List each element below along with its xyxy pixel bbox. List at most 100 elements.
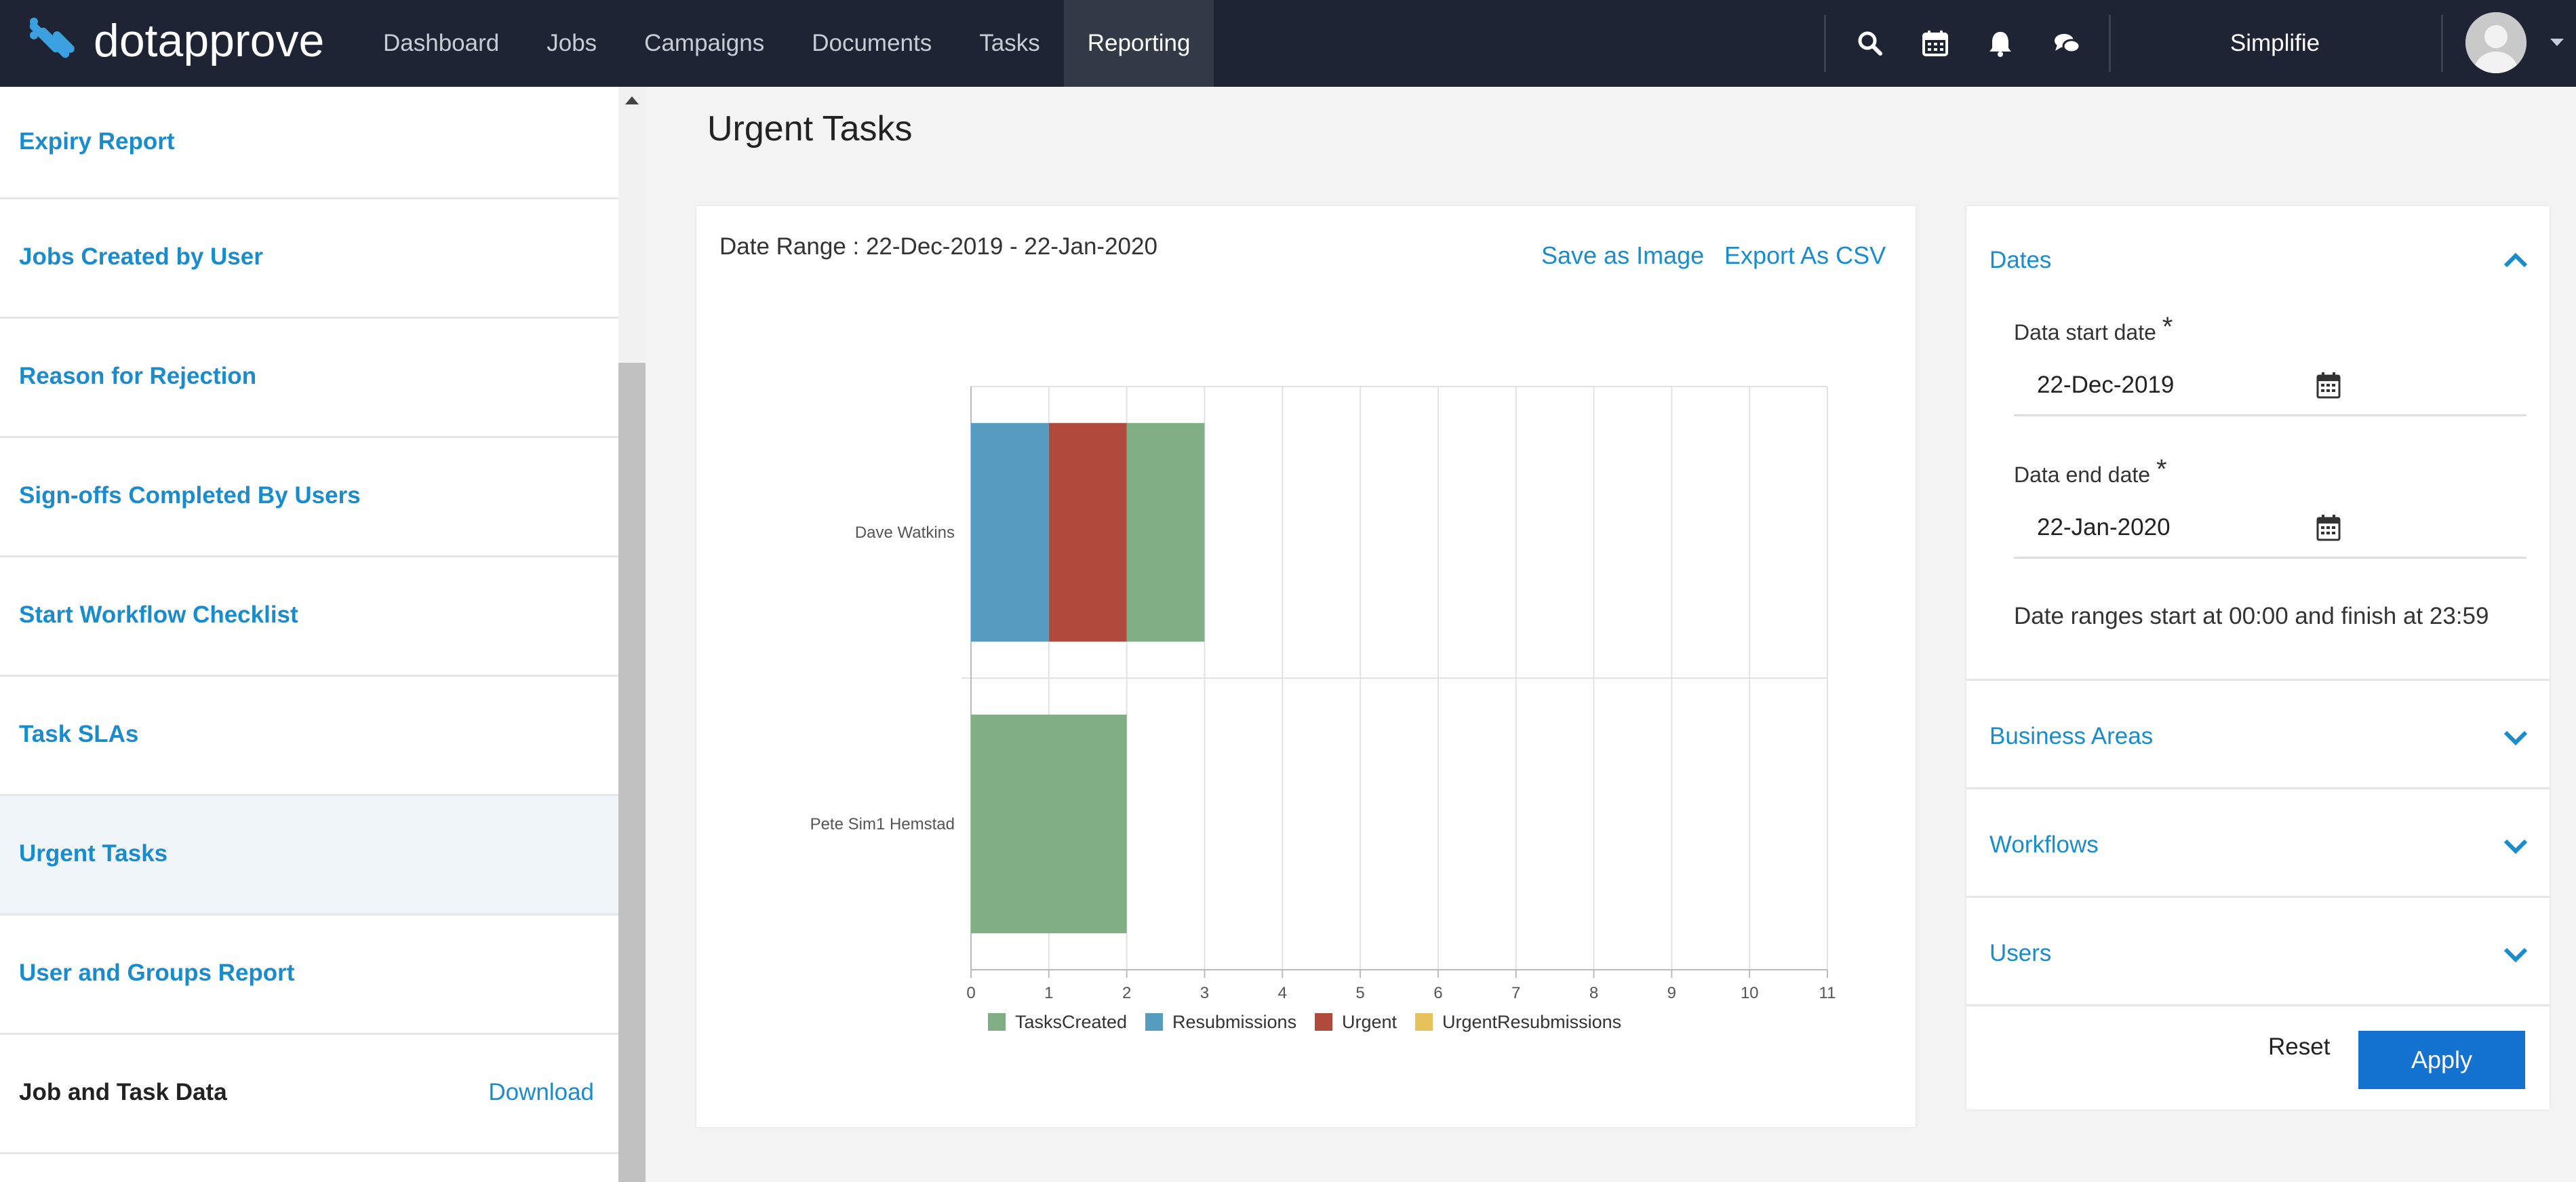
search-icon[interactable]	[1857, 30, 1884, 57]
start-date-label: Data start date *	[2014, 312, 2173, 347]
user-silhouette-icon	[2465, 12, 2527, 73]
top-navigation-bar: dotapprove Dashboard Jobs Campaigns Docu…	[0, 0, 2576, 87]
start-date-label-text: Data start date	[2014, 320, 2156, 344]
calendar-icon[interactable]	[2316, 372, 2341, 399]
sidebar-scrollbar-thumb[interactable]	[618, 363, 646, 1182]
download-link[interactable]: Download	[488, 1079, 594, 1105]
x-tick-label: 11	[1819, 984, 1836, 1002]
start-date-field[interactable]: 22-Dec-2019	[2014, 357, 2527, 416]
users-section[interactable]: Users	[1966, 898, 2550, 1006]
x-tick-label: 7	[1511, 984, 1520, 1002]
sidebar-item-job-and-task-data: Job and Task Data Download	[0, 1035, 618, 1154]
sidebar-item-expiry-report[interactable]: Expiry Report	[0, 87, 618, 199]
calendar-icon[interactable]	[2316, 514, 2341, 541]
avatar[interactable]	[2465, 12, 2527, 73]
nav-divider	[1824, 15, 1826, 72]
sidebar-item-user-and-groups-report[interactable]: User and Groups Report	[0, 915, 618, 1035]
bar-urgent	[1048, 422, 1127, 642]
nav-dashboard[interactable]: Dashboard	[383, 30, 500, 56]
sidebar-item-urgent-tasks[interactable]: Urgent Tasks	[0, 796, 618, 915]
dates-section-title[interactable]: Dates	[1989, 247, 2052, 273]
users-title[interactable]: Users	[1989, 940, 2052, 966]
workflows-title[interactable]: Workflows	[1989, 831, 2099, 858]
sidebar-item-label: Task SLAs	[19, 721, 139, 747]
logo-icon	[29, 18, 75, 58]
chevron-down-icon[interactable]	[2503, 730, 2528, 746]
nav-jobs[interactable]: Jobs	[547, 30, 597, 56]
main-nav: Dashboard Jobs Campaigns Documents Tasks…	[359, 0, 1214, 87]
legend-swatch	[1415, 1013, 1433, 1031]
x-tick-label: 1	[1044, 984, 1053, 1002]
save-as-image-link[interactable]: Save as Image	[1541, 241, 1705, 269]
bell-icon[interactable]	[1987, 30, 2014, 57]
x-tick-label: 0	[966, 984, 975, 1002]
nav-tasks[interactable]: Tasks	[979, 30, 1040, 56]
chevron-down-icon[interactable]	[2503, 838, 2528, 854]
legend-label: TasksCreated	[1015, 1012, 1127, 1032]
end-date-label-text: Data end date	[2014, 462, 2151, 487]
start-date-value: 22-Dec-2019	[2037, 372, 2175, 398]
nav-divider	[2109, 15, 2111, 72]
chevron-down-icon[interactable]	[2503, 947, 2528, 963]
legend-label: Urgent	[1342, 1012, 1398, 1032]
legend-label: Resubmissions	[1172, 1012, 1296, 1032]
chevron-up-icon[interactable]	[2503, 252, 2528, 269]
date-range-hint: Date ranges start at 00:00 and finish at…	[2014, 603, 2489, 629]
export-csv-link[interactable]: Export As CSV	[1724, 241, 1886, 269]
legend-swatch	[1145, 1013, 1163, 1031]
x-tick-label: 10	[1741, 984, 1759, 1002]
x-tick-label: 4	[1278, 984, 1287, 1002]
logo[interactable]: dotapprove	[27, 15, 324, 66]
date-range-label: Date Range : 22-Dec-2019 - 22-Jan-2020	[719, 233, 1157, 260]
organization-name[interactable]: Simplifie	[2230, 30, 2320, 56]
nav-reporting[interactable]: Reporting	[1063, 0, 1214, 87]
sidebar-item-sign-offs-completed[interactable]: Sign-offs Completed By Users	[0, 438, 618, 557]
legend-label: UrgentResubmissions	[1442, 1012, 1621, 1032]
bar-taskscreated	[1126, 422, 1205, 642]
required-mark: *	[2162, 312, 2173, 342]
x-tick-label: 9	[1667, 984, 1676, 1002]
sidebar-item-reason-for-rejection[interactable]: Reason for Rejection	[0, 319, 618, 438]
bar-taskscreated	[971, 714, 1127, 934]
filter-panel: Dates Data start date * 22-Dec-2019 Data…	[1966, 206, 2550, 1109]
dates-section: Dates Data start date * 22-Dec-2019 Data…	[1966, 206, 2550, 681]
bar-resubmissions	[971, 422, 1049, 642]
nav-campaigns[interactable]: Campaigns	[644, 30, 765, 56]
business-areas-title[interactable]: Business Areas	[1989, 723, 2154, 749]
chat-icon[interactable]	[2053, 30, 2080, 57]
sidebar-item-label: Urgent Tasks	[19, 840, 168, 867]
sidebar-item-task-slas[interactable]: Task SLAs	[0, 677, 618, 796]
sidebar-item-label: User and Groups Report	[19, 960, 295, 986]
calendar-icon[interactable]	[1922, 30, 1949, 57]
sidebar-item-start-workflow-checklist[interactable]: Start Workflow Checklist	[0, 557, 618, 677]
scroll-up-arrow-icon[interactable]	[625, 96, 639, 104]
legend-swatch	[1315, 1013, 1332, 1031]
nav-documents[interactable]: Documents	[812, 30, 932, 56]
x-tick-label: 3	[1200, 984, 1209, 1002]
x-tick-label: 5	[1355, 984, 1364, 1002]
required-mark: *	[2156, 454, 2167, 484]
x-tick-label: 6	[1433, 984, 1442, 1002]
business-areas-section[interactable]: Business Areas	[1966, 681, 2550, 789]
apply-button[interactable]: Apply	[2358, 1031, 2525, 1089]
nav-divider	[2441, 15, 2443, 72]
x-tick-label: 8	[1589, 984, 1598, 1002]
x-tick-label: 2	[1122, 984, 1131, 1002]
logo-text: dotapprove	[94, 15, 325, 66]
sidebar-item-label: Expiry Report	[19, 128, 175, 155]
sidebar-item-label: Sign-offs Completed By Users	[19, 482, 361, 509]
sidebar-item-jobs-created-by-user[interactable]: Jobs Created by User	[0, 199, 618, 319]
sidebar-item-label: Start Workflow Checklist	[19, 602, 298, 628]
page-title: Urgent Tasks	[707, 109, 913, 149]
sidebar-item-label: Job and Task Data	[19, 1079, 227, 1105]
chevron-down-icon[interactable]	[2550, 38, 2564, 47]
end-date-label: Data end date *	[2014, 454, 2167, 489]
legend-swatch	[988, 1013, 1006, 1031]
workflows-section[interactable]: Workflows	[1966, 789, 2550, 898]
reset-button[interactable]: Reset	[2268, 1033, 2331, 1060]
y-category-label: Pete Sim1 Hemstad	[810, 815, 955, 833]
sidebar-item-label: Reason for Rejection	[19, 363, 257, 389]
end-date-value: 22-Jan-2020	[2037, 514, 2171, 540]
end-date-field[interactable]: 22-Jan-2020	[2014, 499, 2527, 559]
urgent-tasks-chart: 0 1 2 3 4 5 6 7 8 9 10 11 Dave Watkins Pete Sim1 Hems…	[810, 386, 1836, 1032]
